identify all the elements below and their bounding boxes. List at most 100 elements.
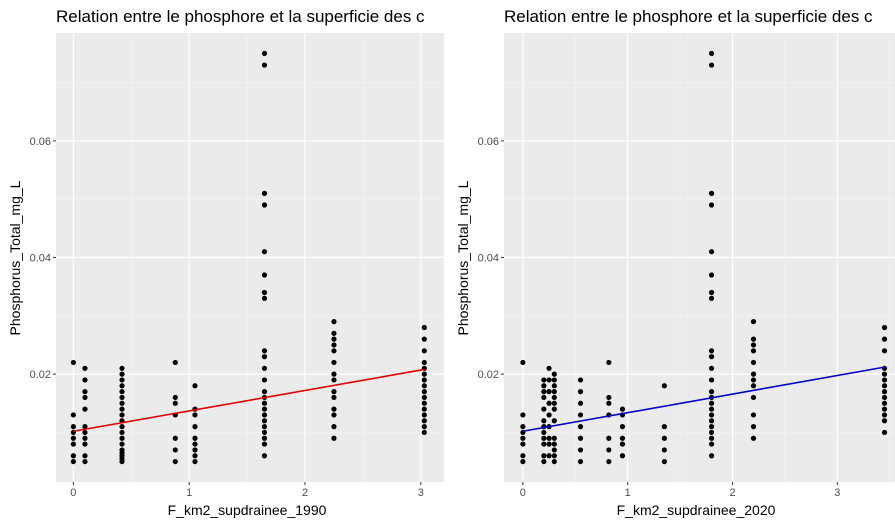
data-point <box>750 424 757 430</box>
data-point <box>421 424 427 430</box>
data-point <box>551 377 557 383</box>
data-point <box>541 394 547 401</box>
data-point <box>750 342 757 348</box>
data-point <box>331 424 337 430</box>
data-point <box>750 412 757 418</box>
x-tick-label: 3 <box>418 487 424 499</box>
x-tick-label: 2 <box>729 487 735 499</box>
data-point <box>708 295 715 301</box>
data-point <box>546 453 552 459</box>
data-point <box>750 377 757 383</box>
x-axis-title: F_km2_supdrainee_2020 <box>617 502 776 518</box>
data-point <box>606 359 612 366</box>
data-point <box>261 441 268 447</box>
data-point <box>606 458 612 465</box>
data-point <box>119 429 125 436</box>
plot-area <box>504 33 895 482</box>
data-point <box>577 377 584 383</box>
data-point <box>661 458 667 465</box>
data-point <box>881 371 888 377</box>
data-point <box>577 424 584 430</box>
data-point <box>70 412 76 418</box>
data-point <box>331 359 337 366</box>
y-tick-label: 0.02 <box>478 369 499 381</box>
data-point <box>881 324 888 331</box>
data-point <box>551 435 557 441</box>
data-point <box>551 458 557 465</box>
data-point <box>119 435 125 441</box>
data-point <box>619 435 626 441</box>
data-point <box>541 435 547 441</box>
data-point <box>708 418 715 424</box>
chart-title: Relation entre le phosphore et la superf… <box>56 7 425 26</box>
data-point <box>541 383 547 389</box>
data-point <box>551 383 557 389</box>
data-point <box>520 359 526 366</box>
data-point <box>172 435 178 441</box>
data-point <box>551 453 557 459</box>
data-point <box>708 412 715 418</box>
data-point <box>331 371 337 377</box>
data-point <box>551 400 557 406</box>
data-point <box>192 441 198 447</box>
data-point <box>708 249 715 255</box>
data-point <box>551 389 557 395</box>
data-point <box>708 406 715 412</box>
data-point <box>708 441 715 447</box>
data-point <box>606 435 612 441</box>
data-point <box>881 400 888 406</box>
plot-area <box>56 33 444 482</box>
data-point <box>261 365 268 371</box>
data-point <box>619 424 626 430</box>
x-tick-label: 1 <box>186 487 192 499</box>
data-point <box>881 377 888 383</box>
x-tick-label: 0 <box>70 487 76 499</box>
data-point <box>119 424 125 430</box>
data-point <box>261 424 268 430</box>
data-point <box>261 400 268 406</box>
data-point <box>82 458 88 465</box>
data-point <box>82 441 88 447</box>
data-point <box>421 371 427 377</box>
data-point <box>192 383 198 389</box>
data-point <box>708 377 715 383</box>
data-point <box>708 400 715 406</box>
data-point <box>551 371 557 377</box>
data-point <box>172 359 178 366</box>
y-axis-title: Phosphorus_Total_mg_L <box>7 180 23 335</box>
data-point <box>750 359 757 366</box>
data-point <box>261 272 268 278</box>
data-point <box>546 435 552 441</box>
data-point <box>70 458 76 465</box>
data-point <box>82 377 88 383</box>
data-point <box>708 202 715 208</box>
data-point <box>192 453 198 459</box>
data-point <box>708 354 715 360</box>
y-tick-label: 0.06 <box>30 136 51 148</box>
data-point <box>70 453 76 459</box>
data-point <box>546 400 552 406</box>
x-axis-title: F_km2_supdrainee_1990 <box>168 502 327 518</box>
data-point <box>520 453 526 459</box>
data-point <box>261 295 268 301</box>
data-point <box>192 447 198 453</box>
data-point <box>331 389 337 395</box>
data-point <box>541 389 547 395</box>
data-point <box>421 324 427 331</box>
data-point <box>261 249 268 255</box>
data-point <box>421 377 427 383</box>
data-point <box>82 435 88 441</box>
y-tick-label: 0.04 <box>30 253 51 265</box>
data-point <box>172 400 178 406</box>
data-point <box>261 202 268 208</box>
data-point <box>119 377 125 383</box>
data-point <box>119 441 125 447</box>
data-point <box>881 365 888 371</box>
data-point <box>331 319 337 325</box>
data-point <box>172 394 178 401</box>
data-point <box>541 429 547 436</box>
data-point <box>750 394 757 401</box>
data-point <box>261 348 268 354</box>
data-point <box>421 418 427 424</box>
